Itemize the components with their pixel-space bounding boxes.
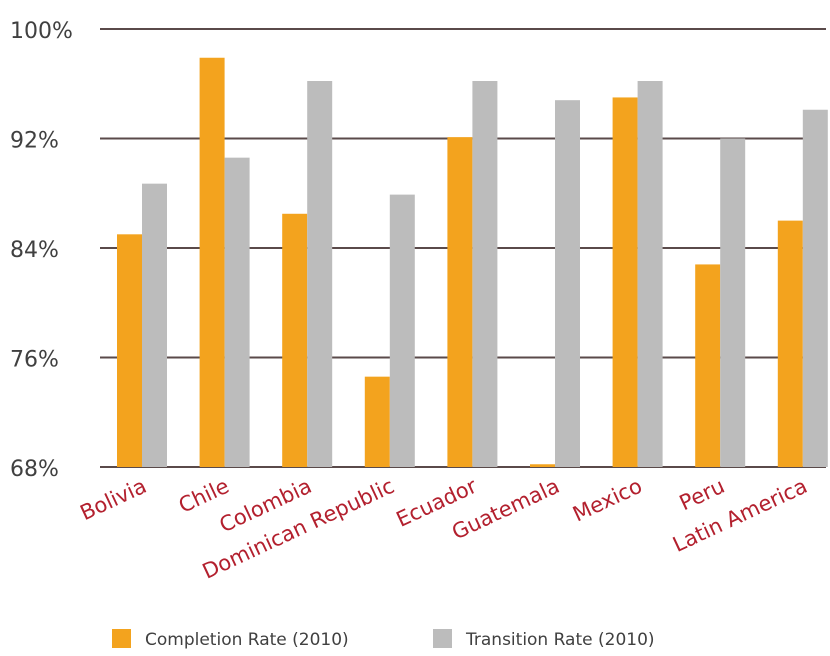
bar-dominican-republic-transition	[389, 194, 415, 467]
bar-mexico-completion	[612, 97, 638, 467]
bar-bolivia-completion	[117, 234, 142, 467]
bar-ecuador-transition	[472, 81, 498, 467]
y-tick-label-76: 76%	[10, 348, 59, 373]
bar-chile-completion	[199, 57, 225, 468]
bar-colombia-transition	[307, 81, 333, 467]
legend-label-transition: Transition Rate (2010)	[465, 630, 655, 650]
x-category-label-mexico: Mexico	[569, 474, 646, 527]
bar-latin-america-transition	[802, 109, 828, 467]
x-category-label-peru: Peru	[676, 474, 729, 516]
bar-ecuador-completion	[447, 137, 473, 467]
bar-mexico-transition	[637, 81, 663, 467]
bar-peru-transition	[720, 138, 746, 467]
bar-chile-transition	[224, 157, 250, 467]
y-tick-label-68: 68%	[10, 457, 59, 482]
bar-colombia-completion	[282, 213, 308, 467]
bar-peru-completion	[695, 264, 721, 467]
y-tick-label-100: 100%	[10, 19, 73, 44]
bar-dominican-republic-completion	[364, 376, 390, 467]
legend-label-completion: Completion Rate (2010)	[145, 630, 349, 650]
bar-guatemala-transition	[555, 100, 580, 468]
legend: Completion Rate (2010) Transition Rate (2…	[112, 629, 655, 650]
bar-latin-america-completion	[777, 220, 803, 467]
bar-bolivia-transition	[142, 183, 167, 467]
y-tick-label-84: 84%	[10, 238, 59, 263]
bar-guatemala-completion	[530, 464, 555, 467]
legend-swatch-completion	[112, 629, 131, 648]
y-axis-tick-labels: 68% 76% 84% 92% 100%	[10, 19, 73, 482]
bars	[117, 57, 828, 468]
x-category-label-bolivia: Bolivia	[76, 474, 150, 525]
y-tick-label-92: 92%	[10, 129, 59, 154]
legend-swatch-transition	[433, 629, 452, 648]
